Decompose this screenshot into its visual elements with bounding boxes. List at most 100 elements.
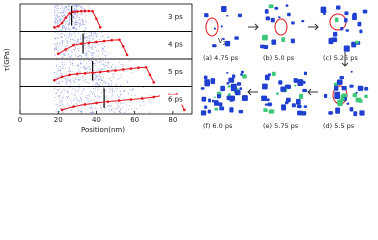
- atom: [68, 28, 70, 30]
- cluster: [271, 39, 277, 45]
- atom: [98, 55, 100, 57]
- atom: [94, 94, 96, 96]
- atom: [72, 79, 74, 81]
- cluster: [302, 80, 306, 84]
- atom: [72, 64, 74, 66]
- atom: [79, 35, 81, 37]
- atom: [67, 24, 69, 26]
- atom: [92, 56, 94, 58]
- atom: [80, 24, 82, 26]
- atom: [74, 10, 76, 12]
- stress-point: [137, 66, 140, 70]
- atom: [99, 84, 101, 86]
- atom: [57, 32, 59, 34]
- atom: [75, 13, 77, 15]
- atom: [105, 107, 107, 109]
- atom: [67, 97, 69, 99]
- atom: [65, 6, 67, 8]
- x-axis-label: Position(nm): [81, 126, 125, 134]
- atom: [123, 71, 125, 73]
- atom: [66, 77, 68, 79]
- atom: [76, 64, 78, 66]
- atom: [112, 73, 114, 75]
- atom: [67, 9, 69, 11]
- cluster: [284, 101, 289, 105]
- atom: [67, 89, 69, 91]
- atom: [90, 67, 92, 69]
- atom: [84, 38, 86, 40]
- cluster: [266, 98, 270, 102]
- cluster: [280, 86, 287, 92]
- atom: [57, 11, 59, 13]
- atom: [90, 37, 92, 39]
- atom: [79, 19, 81, 21]
- cluster: [290, 38, 295, 44]
- cluster: [277, 16, 281, 19]
- atom: [85, 97, 87, 99]
- cluster: [287, 12, 291, 17]
- panel-label-bg: [160, 12, 188, 22]
- atom: [128, 108, 130, 110]
- atom: [70, 39, 72, 41]
- atom: [98, 61, 100, 63]
- atom: [84, 53, 86, 55]
- atom: [81, 53, 83, 55]
- atom: [108, 88, 110, 90]
- atom: [61, 12, 63, 14]
- atom: [95, 36, 97, 38]
- atom: [77, 56, 79, 58]
- atom: [84, 23, 86, 25]
- atom: [89, 92, 91, 94]
- atom: [64, 34, 66, 36]
- atom: [77, 13, 79, 15]
- atom: [65, 45, 67, 47]
- atom: [60, 20, 62, 22]
- atom: [77, 21, 79, 23]
- atom: [61, 100, 63, 102]
- atom: [108, 78, 110, 80]
- atom: [54, 43, 56, 45]
- atom: [78, 41, 80, 43]
- atom: [68, 53, 70, 55]
- panel-label: 4 ps: [168, 41, 183, 49]
- atom: [75, 48, 77, 50]
- atom: [88, 36, 90, 38]
- atom: [93, 101, 95, 103]
- cluster: [291, 103, 296, 108]
- atom: [95, 83, 97, 85]
- atom: [58, 70, 60, 72]
- cluster: [268, 102, 273, 106]
- atom: [92, 88, 94, 90]
- atom: [108, 62, 110, 64]
- stress-point: [79, 9, 83, 13]
- cluster: [333, 31, 338, 37]
- atom: [74, 40, 76, 42]
- atom: [119, 110, 121, 112]
- stress-point: [152, 81, 156, 84]
- atom: [59, 84, 61, 86]
- atom: [102, 89, 104, 91]
- atom: [64, 50, 66, 52]
- atom: [67, 24, 69, 26]
- atom: [75, 20, 77, 22]
- atom: [87, 66, 89, 68]
- cluster: [344, 11, 349, 16]
- atom: [93, 91, 95, 93]
- atom: [78, 71, 80, 73]
- atom: [59, 65, 61, 67]
- atom: [78, 5, 80, 7]
- atom: [105, 56, 107, 58]
- atom: [106, 65, 108, 67]
- cluster: [297, 79, 304, 86]
- atom: [120, 111, 122, 113]
- atom: [89, 70, 91, 72]
- atom: [66, 28, 68, 30]
- atom: [64, 63, 66, 65]
- atom: [80, 61, 82, 63]
- stress-point: [98, 70, 102, 74]
- atom: [101, 54, 103, 56]
- cluster: [232, 74, 236, 79]
- atom: [97, 83, 99, 85]
- cluster: [281, 104, 287, 111]
- cluster: [234, 36, 239, 40]
